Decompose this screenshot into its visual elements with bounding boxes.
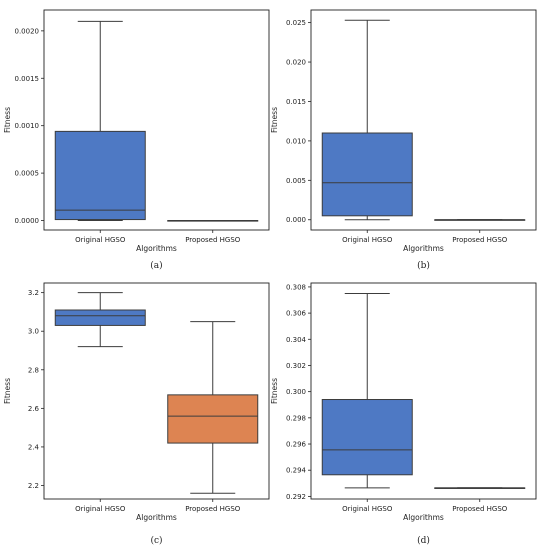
y-tick-label: 2.4	[28, 443, 40, 451]
y-tick-label: 0.005	[286, 177, 306, 185]
panel-caption: (b)	[417, 260, 430, 271]
plot-frame	[310, 9, 537, 231]
y-tick-label: 2.8	[28, 366, 39, 374]
x-tick-label: Proposed HGSO	[185, 505, 241, 513]
chart-panel: 0.292 0.294 0.296 0.298 0.300 0.302 0.304 0.306…	[270, 282, 537, 546]
panel-caption: (d)	[417, 535, 430, 546]
y-tick-label: 0.292	[286, 493, 306, 501]
chart-panel: 2.2 2.4 2.6 2.8 3.0 3.2 Original HGSO Proposed …	[3, 282, 270, 546]
y-tick-label: 0.296	[286, 441, 307, 449]
y-tick-label: 3.2	[28, 289, 39, 297]
y-tick-label: 0.010	[286, 137, 306, 145]
x-tick-label: Original HGSO	[342, 236, 393, 244]
x-axis-title: Algorithms	[136, 513, 177, 522]
x-axis-title: Algorithms	[403, 244, 444, 253]
y-tick-label: 0.020	[286, 59, 306, 67]
plot-frame	[310, 282, 537, 500]
chart-panel: 0.000 0.005 0.010 0.015 0.020 0.025 Original H…	[270, 9, 537, 271]
y-tick-label: 0.025	[286, 19, 306, 27]
y-axis-title: Fitness	[270, 107, 279, 133]
x-tick-label: Proposed HGSO	[452, 505, 508, 513]
panel-caption: (c)	[150, 535, 162, 546]
y-tick-label: 3.0	[28, 328, 39, 336]
chart-panel: 0.0000 0.0005 0.0010 0.0015 0.0020 Original H…	[3, 9, 270, 271]
y-tick-label: 0.0015	[15, 75, 40, 83]
x-tick-label: Original HGSO	[342, 505, 393, 513]
y-tick-label: 0.0020	[15, 27, 40, 35]
y-axis-title: Fitness	[3, 107, 12, 133]
x-tick-label: Proposed HGSO	[185, 236, 241, 244]
y-tick-label: 0.300	[286, 388, 306, 396]
y-tick-label: 0.294	[286, 467, 307, 475]
y-tick-label: 0.0005	[15, 170, 40, 178]
box	[167, 394, 259, 444]
x-tick-label: Proposed HGSO	[452, 236, 508, 244]
box	[321, 132, 413, 217]
box	[54, 309, 146, 326]
y-tick-label: 0.302	[286, 362, 306, 370]
box	[321, 399, 413, 476]
y-tick-label: 0.308	[286, 283, 306, 291]
y-tick-label: 0.0010	[15, 122, 40, 130]
panel-caption: (a)	[150, 260, 162, 271]
y-tick-label: 2.6	[28, 405, 40, 413]
y-tick-label: 2.2	[28, 482, 39, 490]
y-axis-title: Fitness	[3, 378, 12, 404]
y-axis-title: Fitness	[270, 378, 279, 404]
y-tick-label: 0.015	[286, 98, 306, 106]
x-tick-label: Original HGSO	[75, 236, 126, 244]
x-tick-label: Original HGSO	[75, 505, 126, 513]
x-axis-title: Algorithms	[403, 513, 444, 522]
plot-frame	[43, 282, 270, 500]
y-tick-label: 0.306	[286, 310, 307, 318]
y-tick-label: 0.304	[286, 336, 307, 344]
y-tick-label: 0.298	[286, 414, 306, 422]
x-axis-title: Algorithms	[136, 244, 177, 253]
y-tick-label: 0.0000	[15, 217, 40, 225]
y-tick-label: 0.000	[286, 216, 306, 224]
box	[54, 130, 146, 221]
plot-frame	[43, 9, 270, 231]
